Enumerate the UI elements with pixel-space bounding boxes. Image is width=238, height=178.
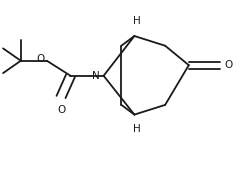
- Text: O: O: [36, 54, 45, 64]
- Text: O: O: [57, 105, 65, 115]
- Text: N: N: [92, 71, 100, 81]
- Text: O: O: [224, 60, 233, 70]
- Text: H: H: [133, 16, 141, 26]
- Text: H: H: [133, 124, 141, 134]
